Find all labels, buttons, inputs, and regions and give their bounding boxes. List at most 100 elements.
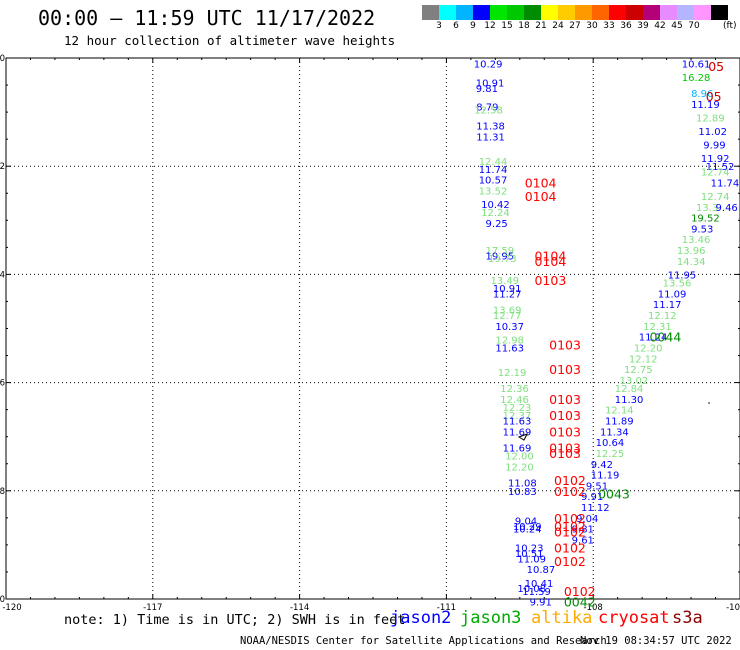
wave-height-value: 12.00 <box>505 452 534 463</box>
pass-id-label: 0103 <box>549 362 581 377</box>
wave-height-value: 11.31 <box>476 132 505 143</box>
legend-tick-labels: 3 6 9 12 15 18 21 24 27 30 33 36 39 42 45 70 (ft) <box>422 21 740 35</box>
legend-tick: 21 <box>535 21 547 31</box>
axis-tick-labels: -20 -22 -24 -26 -28 -30-120 -117 -114 -111 -108 -1… <box>0 54 740 613</box>
wave-height-value: 12.46 <box>500 395 529 406</box>
legend-tick: 18 <box>518 21 530 31</box>
wave-height-value: 11.92 <box>701 154 730 165</box>
wave-height-value: 10.37 <box>495 322 524 333</box>
legend-tick: 30 <box>586 21 598 31</box>
legend-tick: 24 <box>552 21 564 31</box>
wave-height-value: 9.46 <box>716 203 738 214</box>
longitude-label: -108 <box>584 603 603 613</box>
wave-height-value: 11.24 <box>639 333 668 344</box>
wave-height-value: 12.20 <box>634 343 663 354</box>
wave-height-value: 11.17 <box>653 300 682 311</box>
altimeter-map: -20 -22 -24 -26 -28 -30-120 -117 -114 -111 -108 -1… <box>0 54 740 613</box>
wave-height-value: 9.04 <box>576 514 598 525</box>
wave-height-value: 9.61 <box>572 535 594 546</box>
legend-swatch <box>609 5 626 20</box>
latitude-label: -24 <box>0 270 5 280</box>
pass-id-label: 0102 <box>554 524 586 539</box>
latitude-label: -26 <box>0 379 5 389</box>
pass-id-label: 0102 <box>554 511 586 526</box>
wave-height-value: 13.96 <box>677 246 706 257</box>
wave-height-value: 12.23 <box>503 403 532 414</box>
wave-height-value: 12.14 <box>605 406 634 417</box>
wave-height-value: 11.95 <box>668 270 697 281</box>
wave-height-value: 12.37 <box>503 411 532 422</box>
legend-swatch <box>643 5 660 20</box>
wave-height-value: 11.59 <box>522 587 551 598</box>
wave-height-value: 12.98 <box>495 335 524 346</box>
wave-height-value: 8.96 <box>691 89 713 100</box>
legend-swatch <box>558 5 575 20</box>
mission-s3a: s3a <box>672 608 703 628</box>
wave-height-value: 10.64 <box>596 438 625 449</box>
pass-id-label: 0103 <box>549 338 581 353</box>
wave-height-value: 10.42 <box>481 200 510 211</box>
latitude-label: -28 <box>0 487 5 497</box>
wave-height-value: 9.04 <box>515 517 537 528</box>
wave-height-value: 10.83 <box>508 487 537 498</box>
pass-id-label: 0102 <box>554 541 586 556</box>
legend-swatch <box>524 5 541 20</box>
wave-height-value: 10.08 <box>517 584 546 595</box>
wave-height-value: 12.19 <box>498 368 527 379</box>
pass-id-label: 0104 <box>525 175 557 190</box>
legend-tick: 9 <box>470 21 476 31</box>
wave-height-value: 9.51 <box>586 481 608 492</box>
legend-swatch <box>422 5 439 20</box>
wave-height-value: 12.58 <box>474 105 503 116</box>
legend-tick: 27 <box>569 21 581 31</box>
wave-height-value: 11.63 <box>503 416 532 427</box>
wave-height-value: 12.12 <box>648 311 677 322</box>
legend-swatch <box>541 5 558 20</box>
wave-height-value: 16.28 <box>682 73 711 84</box>
wave-height-value: 9.91 <box>581 492 603 503</box>
pass-id-label: 0103 <box>549 392 581 407</box>
pass-id-label: 0102 <box>554 554 586 569</box>
wave-height-value: 12.31 <box>643 322 672 333</box>
wave-height-value: 11.74 <box>711 178 740 189</box>
longitude-label: -120 <box>2 603 21 613</box>
wave-height-value: 12.20 <box>505 462 534 473</box>
legend-tick: 36 <box>620 21 632 31</box>
wave-height-value: 12.74 <box>701 192 730 203</box>
pass-id-label: 0103 <box>549 408 581 423</box>
map-grid <box>5 57 740 600</box>
longitude-label: -117 <box>143 603 162 613</box>
wave-height-value: 11.09 <box>517 554 546 565</box>
wave-height-value: 10.29 <box>474 59 503 70</box>
longitude-label: -114 <box>290 603 309 613</box>
wave-height-value: 9.25 <box>486 219 508 230</box>
wave-height-value: 10.57 <box>479 176 508 187</box>
wave-height-value: 9.91 <box>530 598 552 609</box>
wave-height-value: 13.56 <box>663 279 692 290</box>
legend-swatch <box>473 5 490 20</box>
wave-height-color-legend <box>422 5 728 20</box>
wave-height-value: 14.34 <box>677 257 706 268</box>
pass-id-label: 0104 <box>525 189 557 204</box>
wave-height-value: 10.29 <box>513 522 542 533</box>
wave-height-value: 10.61 <box>682 59 711 70</box>
pass-id-label: 0044 <box>649 330 681 345</box>
legend-tick: 6 <box>453 21 459 31</box>
legend-swatch <box>711 5 728 20</box>
wave-height-value: 10.87 <box>527 565 556 576</box>
pass-id-label: 0102 <box>564 584 596 599</box>
wave-height-value: 11.09 <box>658 289 687 300</box>
wave-height-value: 12.25 <box>596 449 625 460</box>
map-subtitle: 12 hour collection of altimeter wave hei… <box>64 33 396 48</box>
legend-swatch <box>456 5 473 20</box>
legend-tick: 42 <box>654 21 666 31</box>
mission-altika: altika <box>531 608 593 628</box>
pass-id-label: 05 <box>706 89 722 104</box>
wave-height-value: 10.23 <box>515 544 544 555</box>
wave-height-value: 10.51 <box>515 549 544 560</box>
wave-height-value: 11.30 <box>615 395 644 406</box>
wave-height-value: 12.89 <box>696 114 725 125</box>
data-markers <box>517 402 710 441</box>
pass-id-label: 0102 <box>554 484 586 499</box>
marker-dot <box>708 402 710 404</box>
